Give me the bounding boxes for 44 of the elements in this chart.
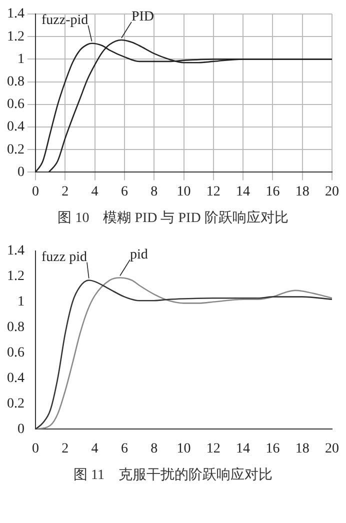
- x-tick-label: 16: [266, 441, 280, 456]
- y-tick-label: 0.4: [7, 120, 24, 135]
- caption: 图 11 克服干扰的阶跃响应对比: [72, 466, 274, 484]
- y-tick-label: 1.2: [7, 29, 24, 44]
- x-tick-label: 4: [91, 184, 98, 200]
- y-tick-label: 1.4: [7, 6, 24, 22]
- y-tick-label: 0.8: [7, 74, 24, 90]
- x-tick-label: 10: [176, 441, 191, 456]
- x-tick-label: 10: [176, 184, 191, 200]
- x-tick-label: 4: [91, 441, 98, 456]
- series-label: fuzz pid: [41, 250, 87, 265]
- y-tick-label: 1.4: [7, 244, 24, 259]
- y-tick-label: 1.2: [7, 269, 24, 284]
- y-tick-label: 0.6: [7, 346, 24, 360]
- x-tick-label: 20: [325, 441, 339, 456]
- y-tick-label: 0.6: [7, 97, 24, 112]
- x-tick-label: 18: [295, 441, 310, 456]
- x-tick-label: 2: [62, 184, 69, 200]
- y-tick-label: 0.4: [7, 370, 24, 386]
- x-tick-label: 14: [236, 184, 250, 200]
- y-tick-label: 0.2: [7, 142, 24, 158]
- caption: 图 10 模糊 PID 与 PID 阶跃响应对比: [56, 209, 290, 227]
- x-tick-label: 8: [150, 184, 158, 200]
- x-tick-label: 12: [206, 441, 220, 456]
- x-tick-label: 16: [266, 184, 280, 200]
- x-tick-label: 6: [120, 184, 128, 200]
- x-tick-label: 2: [62, 441, 69, 456]
- y-tick-label: 0.2: [7, 396, 24, 412]
- x-tick-label: 18: [295, 184, 310, 200]
- series-label: PID: [131, 10, 154, 25]
- x-tick-label: 12: [206, 184, 220, 200]
- x-tick-label: 14: [236, 441, 250, 456]
- x-tick-label: 20: [325, 184, 339, 200]
- x-tick-label: 6: [120, 441, 128, 456]
- x-tick-label: 0: [32, 441, 39, 456]
- y-tick-label: 1: [18, 52, 24, 67]
- series-label: pid: [130, 247, 148, 262]
- legend-label: fuzz-pid: [41, 13, 88, 28]
- x-tick-label: 8: [150, 441, 158, 456]
- x-tick-label: 0: [32, 184, 39, 200]
- y-tick-label: 0: [18, 164, 24, 180]
- y-tick-label: 0: [18, 422, 24, 437]
- y-tick-label: 1: [18, 294, 24, 310]
- y-tick-label: 0.8: [7, 320, 24, 336]
